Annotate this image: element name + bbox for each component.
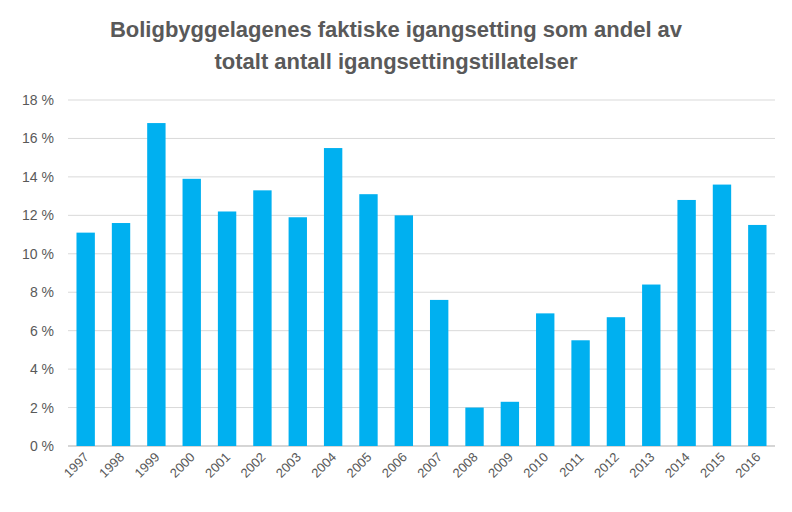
grid-line bbox=[68, 407, 775, 408]
bar bbox=[713, 185, 731, 446]
grid-line bbox=[68, 253, 775, 254]
bar bbox=[571, 340, 589, 446]
grid-line bbox=[68, 100, 775, 101]
bars bbox=[76, 123, 766, 446]
bar bbox=[607, 317, 625, 446]
grid-line bbox=[68, 176, 775, 177]
y-tick-label: 14 % bbox=[22, 169, 54, 185]
x-tick-label: 1997 bbox=[61, 450, 92, 481]
y-tick-label: 4 % bbox=[30, 361, 54, 377]
bar bbox=[536, 313, 554, 446]
x-tick-label: 2010 bbox=[520, 450, 551, 481]
x-axis-line bbox=[68, 446, 775, 447]
grid-line bbox=[68, 138, 775, 139]
x-tick-label: 2012 bbox=[591, 450, 622, 481]
grid-line bbox=[68, 369, 775, 370]
bar bbox=[183, 179, 201, 446]
x-tick-label: 2007 bbox=[414, 450, 445, 481]
bar bbox=[112, 223, 130, 446]
x-tick-label: 2000 bbox=[167, 450, 198, 481]
x-tick-label: 2011 bbox=[556, 450, 586, 480]
x-tick-label: 2001 bbox=[202, 450, 233, 481]
bar bbox=[430, 300, 448, 446]
bar bbox=[395, 215, 413, 446]
x-tick-label: 2015 bbox=[697, 450, 728, 481]
grid-line bbox=[68, 215, 775, 216]
x-tick-label: 1998 bbox=[96, 450, 127, 481]
y-tick-label: 18 % bbox=[22, 92, 54, 108]
bar bbox=[76, 233, 94, 446]
y-tick-label: 12 % bbox=[22, 207, 54, 223]
y-tick-label: 6 % bbox=[30, 323, 54, 339]
bar bbox=[642, 285, 660, 446]
bar bbox=[748, 225, 766, 446]
x-tick-label: 2005 bbox=[344, 450, 375, 481]
y-tick-label: 2 % bbox=[30, 400, 54, 416]
grid bbox=[68, 100, 775, 446]
bar bbox=[289, 217, 307, 446]
x-tick-label: 2009 bbox=[485, 450, 516, 481]
x-tick-label: 2014 bbox=[662, 450, 693, 481]
bar bbox=[359, 194, 377, 446]
bar bbox=[253, 190, 271, 446]
grid-line bbox=[68, 330, 775, 331]
bar bbox=[324, 148, 342, 446]
x-tick-label: 1999 bbox=[131, 450, 162, 481]
grid-line bbox=[68, 292, 775, 293]
bar bbox=[465, 408, 483, 446]
y-tick-label: 16 % bbox=[22, 130, 54, 146]
x-tick-label: 2008 bbox=[450, 450, 481, 481]
bar bbox=[677, 200, 695, 446]
x-tick-label: 2013 bbox=[626, 450, 657, 481]
x-tick-label: 2003 bbox=[273, 450, 304, 481]
bar bbox=[147, 123, 165, 446]
x-tick-label: 2004 bbox=[308, 450, 339, 481]
x-tick-label: 2006 bbox=[379, 450, 410, 481]
chart: 0 %2 %4 %6 %8 %10 %12 %14 %16 %18 %19971… bbox=[0, 0, 792, 512]
grid-line bbox=[68, 446, 775, 447]
y-tick-label: 10 % bbox=[22, 246, 54, 262]
bar bbox=[501, 402, 519, 446]
x-tick-label: 2016 bbox=[732, 450, 763, 481]
y-tick-label: 0 % bbox=[30, 438, 54, 454]
chart-title: Boligbyggelagenes faktiske igangsetting … bbox=[96, 14, 696, 78]
y-tick-label: 8 % bbox=[30, 284, 54, 300]
x-tick-label: 2002 bbox=[237, 450, 268, 481]
bar bbox=[218, 211, 236, 446]
